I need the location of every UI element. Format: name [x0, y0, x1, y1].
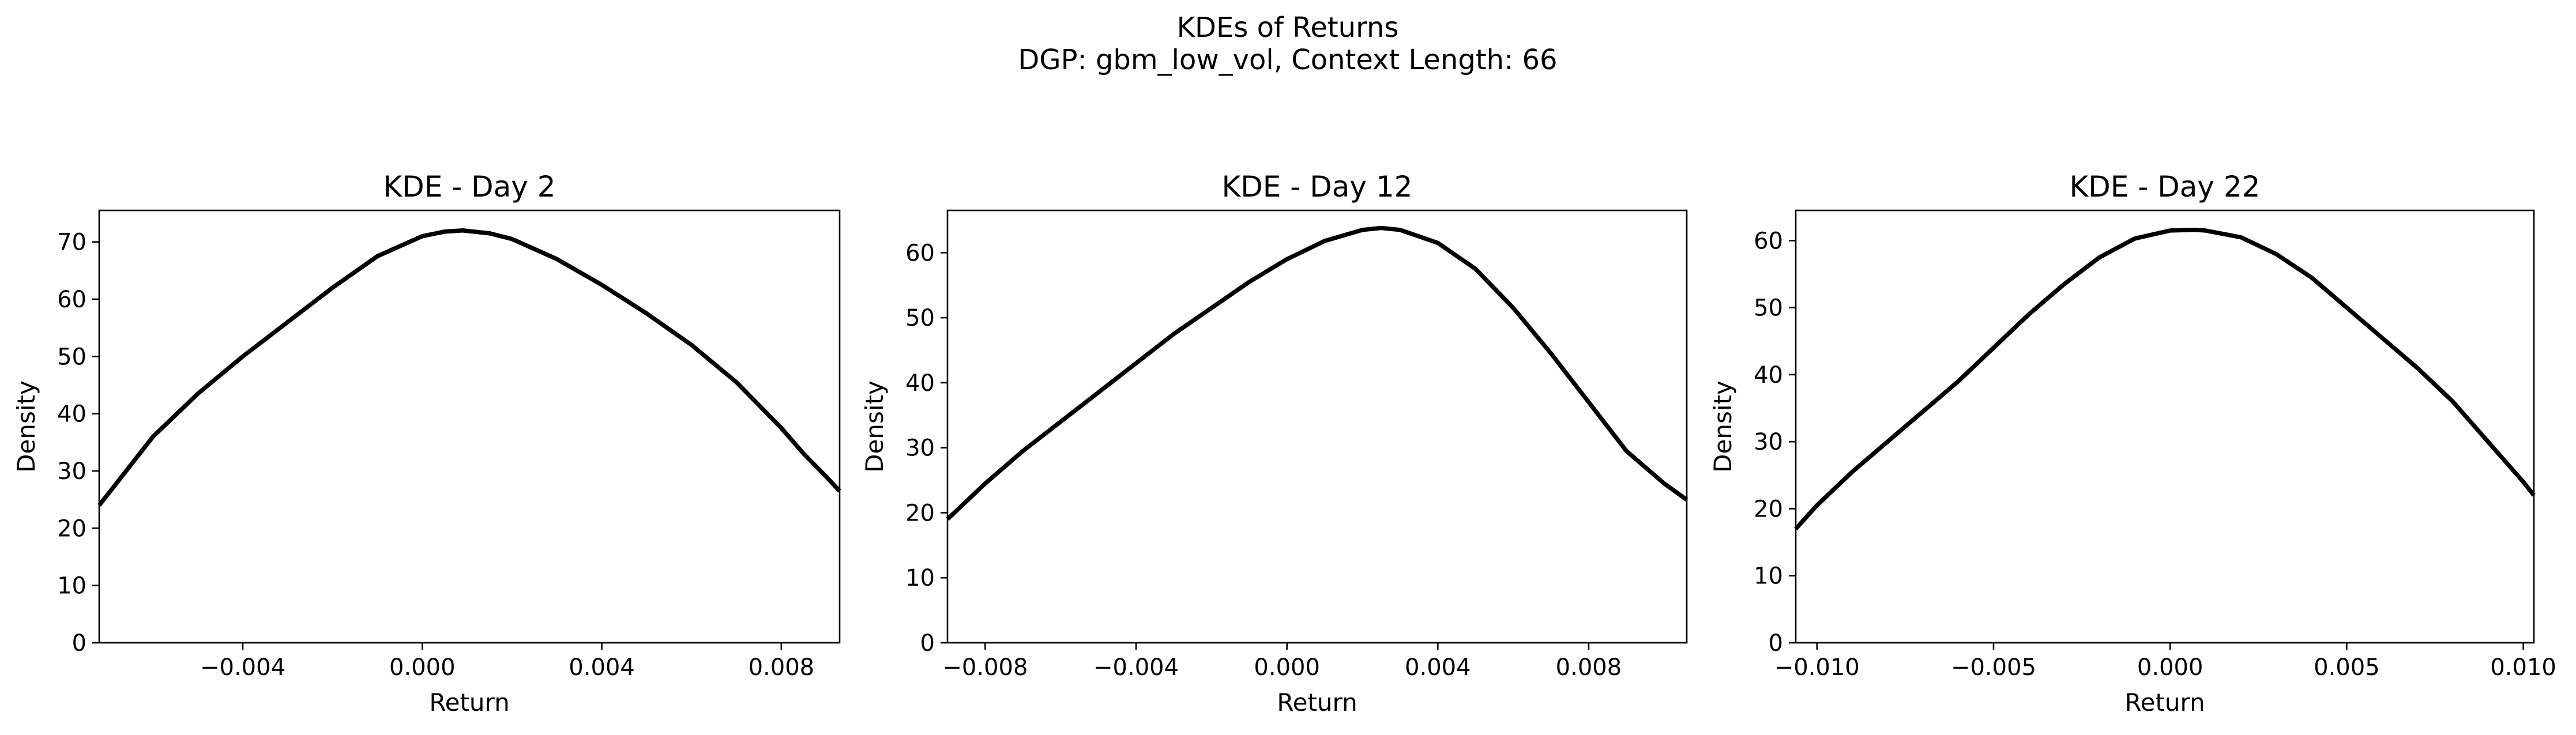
kde-curve — [97, 228, 841, 507]
y-tick-label: 60 — [1754, 228, 1783, 254]
y-tick-label: 50 — [905, 305, 935, 331]
y-tick-label: 20 — [905, 500, 935, 526]
y-tick-label: 0 — [920, 630, 935, 657]
y-tick-label: 40 — [57, 401, 87, 428]
x-tick-label: 0.008 — [749, 654, 815, 681]
panel-title: KDE - Day 22 — [2070, 170, 2261, 203]
y-tick-label: 0 — [1769, 630, 1783, 657]
axes-frame — [1795, 209, 2535, 644]
x-tick-label: 0.010 — [2490, 654, 2556, 681]
y-tick-label: 60 — [905, 240, 935, 266]
x-tick-label: −0.004 — [1093, 654, 1179, 681]
y-axis-label: Density — [860, 380, 889, 473]
y-tick-label: 30 — [905, 435, 935, 462]
x-tick-label: 0.000 — [2137, 654, 2203, 681]
y-axis-label: Density — [1709, 380, 1737, 473]
x-axis-label: Return — [2124, 688, 2205, 717]
y-tick-label: 40 — [905, 370, 935, 397]
figure-subtitle: DGP: gbm_low_vol, Context Length: 66 — [1018, 44, 1557, 76]
x-tick-label: 0.000 — [1254, 654, 1320, 681]
y-tick-label: 60 — [57, 287, 87, 313]
x-tick-label: −0.010 — [1774, 654, 1860, 681]
y-tick-label: 40 — [1754, 362, 1783, 389]
panel-title: KDE - Day 2 — [383, 170, 555, 203]
x-tick-label: 0.008 — [1556, 654, 1622, 681]
y-tick-label: 10 — [905, 565, 935, 591]
x-tick-label: 0.004 — [569, 654, 635, 681]
y-tick-label: 0 — [72, 630, 87, 657]
figure-title: KDEs of Returns — [1177, 12, 1399, 44]
kde-curve — [946, 225, 1688, 521]
y-tick-label: 30 — [57, 458, 87, 485]
kde-panel-day-12: KDE - Day 12 −0.008 −0.004 0.000 0.004 0.008 0… — [860, 170, 1688, 717]
kde-panel-day-22: KDE - Day 22 −0.010 −0.005 0.000 0.005 0.010 0… — [1709, 170, 2556, 717]
x-tick-label: −0.004 — [200, 654, 285, 681]
y-tick-label: 20 — [57, 515, 87, 542]
kde-curve — [1794, 227, 2536, 530]
x-axis-label: Return — [429, 688, 509, 717]
y-tick-label: 30 — [1754, 429, 1783, 455]
y-tick-label: 10 — [1754, 563, 1783, 590]
x-tick-label: −0.008 — [942, 654, 1028, 681]
y-tick-label: 10 — [57, 573, 87, 600]
panel-title: KDE - Day 12 — [1222, 170, 1413, 203]
axes-frame — [98, 209, 841, 644]
axes-frame — [946, 209, 1688, 644]
y-tick-label: 20 — [1754, 496, 1783, 522]
y-tick-label: 70 — [57, 229, 87, 256]
y-tick-label: 50 — [1754, 295, 1783, 322]
y-tick-label: 50 — [57, 344, 87, 370]
kde-panel-day-2: KDE - Day 2 −0.004 0.000 0.004 0.008 0 10 20 30 4… — [12, 170, 841, 717]
x-tick-label: 0.004 — [1405, 654, 1471, 681]
x-tick-label: 0.005 — [2314, 654, 2380, 681]
x-tick-label: 0.000 — [389, 654, 456, 681]
y-axis-label: Density — [12, 380, 40, 473]
x-tick-label: −0.005 — [1951, 654, 2036, 681]
x-axis-label: Return — [1277, 688, 1357, 717]
